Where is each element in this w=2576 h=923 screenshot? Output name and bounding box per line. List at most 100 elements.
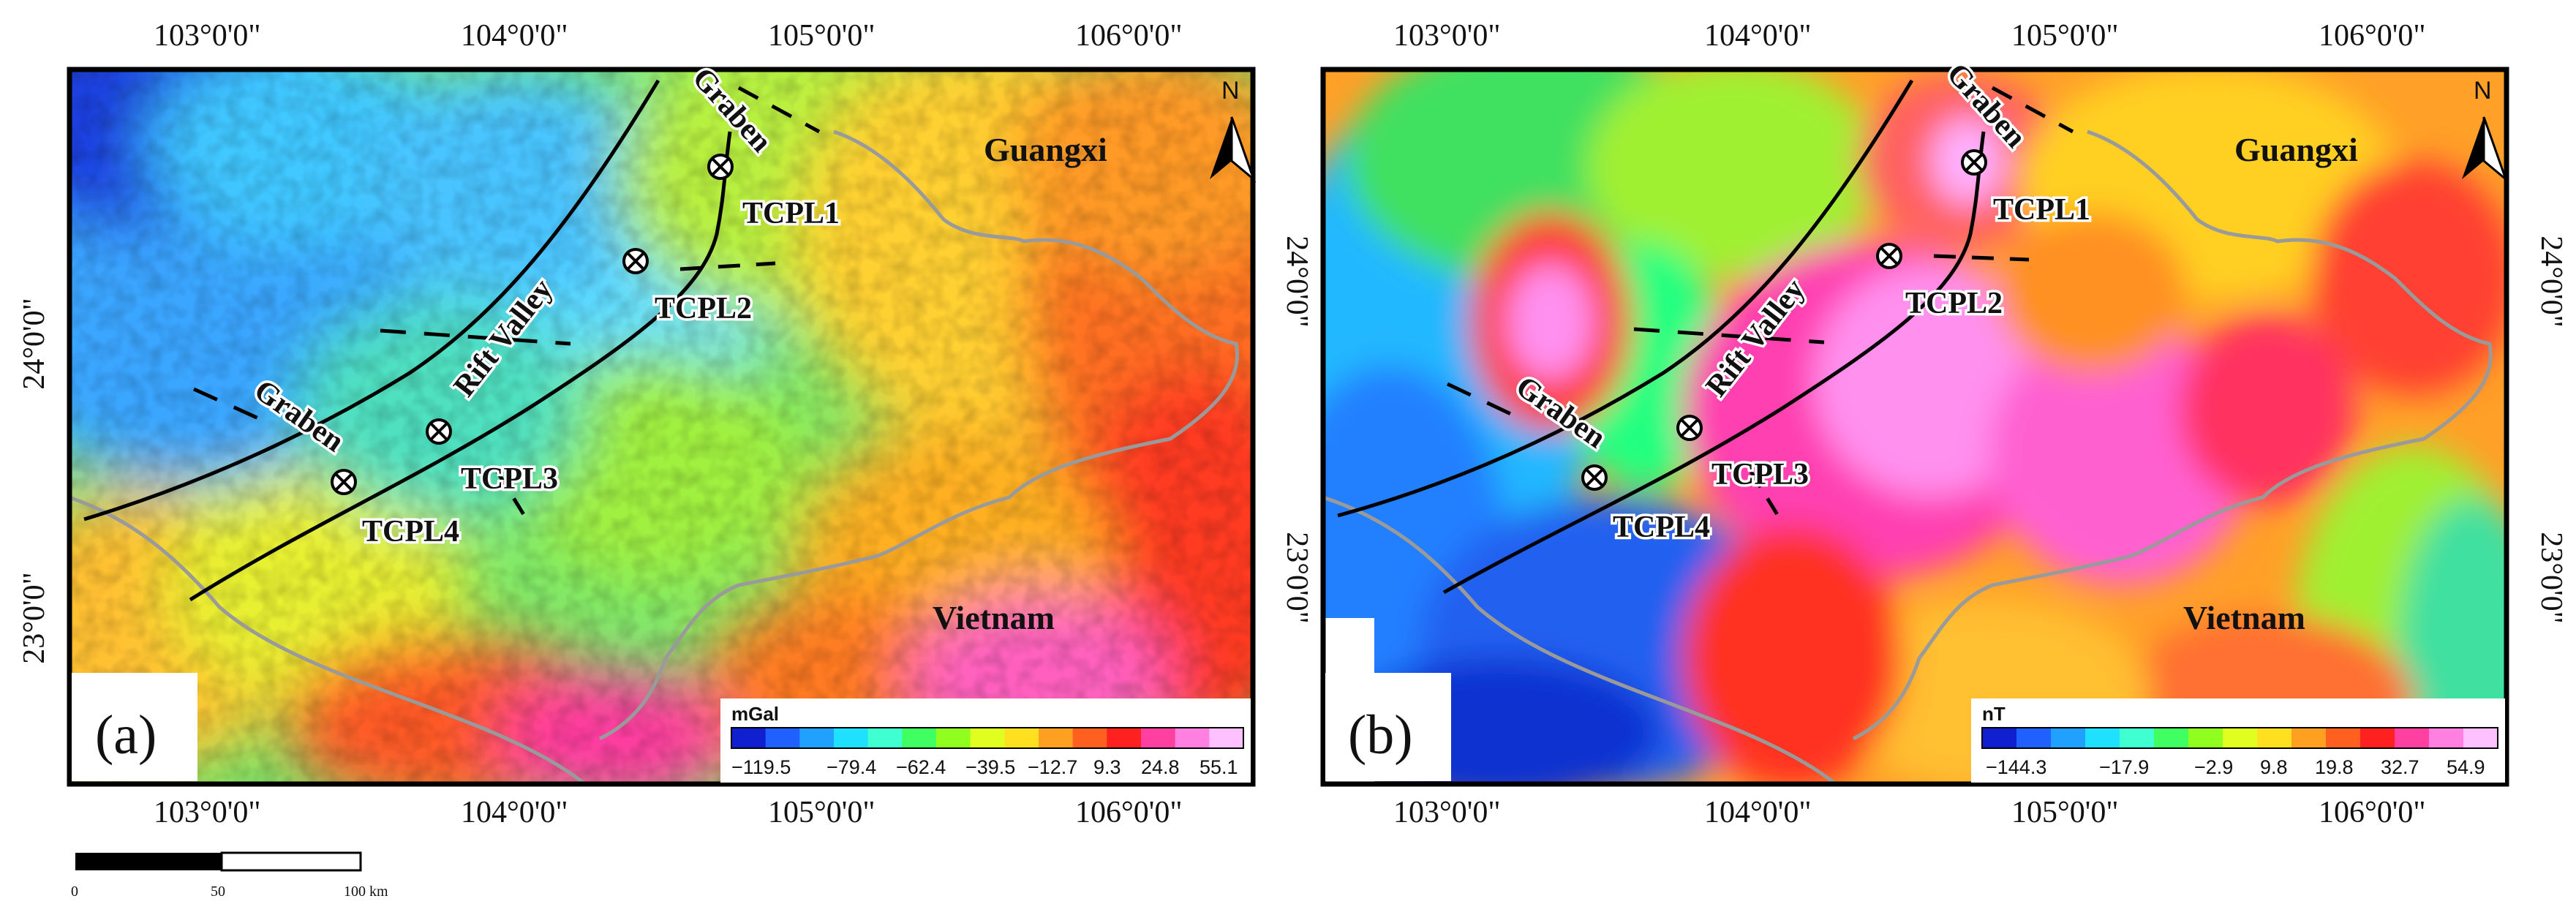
north-arrow-icon: N [2462, 77, 2509, 183]
station-tcpl3-marker [426, 418, 452, 445]
colorbar-swatch [2429, 728, 2464, 748]
colorbar-tick: 55.1 [1200, 756, 1238, 778]
panel-label: (a) [95, 704, 157, 766]
top-tick-label: 105°0'0" [768, 19, 875, 53]
colorbar-unit: nT [1982, 703, 2006, 725]
colorbar-swatch [1072, 728, 1107, 748]
right-tick-label: 24°0'0" [2534, 236, 2568, 328]
bottom-tick-label: 105°0'0" [2011, 796, 2119, 829]
colorbar-tick: −39.5 [965, 756, 1015, 778]
panel-label-box [72, 673, 197, 781]
colorbar-swatch [2154, 728, 2189, 748]
right-tick-label: 23°0'0" [1280, 532, 1314, 624]
station-tcpl1-marker [1961, 149, 1987, 176]
bottom-tick-label: 106°0'0" [1075, 796, 1183, 829]
colorbar-swatch [2016, 728, 2052, 748]
top-tick-label: 106°0'0" [1075, 19, 1183, 53]
scale-bar-label: 50 [211, 884, 225, 900]
colorbar-outline [1981, 727, 2498, 749]
station-tcpl2-label: TCPL2 [1905, 287, 2003, 320]
vietnam-label: Vietnam [2183, 599, 2305, 636]
colorbar-tick: −144.3 [1986, 756, 2046, 778]
svg-text:N: N [2474, 77, 2492, 105]
vietnam-label: Vietnam [933, 599, 1055, 636]
bottom-tick-label: 104°0'0" [461, 796, 568, 829]
bottom-tick-label: 105°0'0" [768, 796, 875, 829]
colorbar-swatch [1039, 728, 1074, 748]
station-tcpl4-label: TCPL4 [362, 515, 459, 549]
scale-bar-label: 100 km [344, 884, 388, 900]
colorbar-swatch [2223, 728, 2258, 748]
station-tcpl4-marker [331, 469, 357, 495]
colorbar-tick: 32.7 [2381, 756, 2419, 778]
colorbar-swatch [936, 728, 971, 748]
colorbar-tick: 54.9 [2447, 756, 2485, 778]
colorbar-swatch [1107, 728, 1142, 748]
colorbar-swatch [834, 728, 869, 748]
colorbar-tick: 19.8 [2315, 756, 2354, 778]
station-tcpl3-label: TCPL3 [461, 462, 558, 496]
colorbar-swatch [2257, 728, 2292, 748]
colorbar-swatch [765, 728, 800, 748]
bottom-tick-label: 103°0'0" [1393, 796, 1501, 829]
guangxi-label: Guangxi [984, 131, 1107, 168]
top-tick-label: 105°0'0" [2011, 19, 2119, 53]
colorbar-swatch [970, 728, 1005, 748]
colorbar-swatch [2326, 728, 2361, 748]
colorbar-swatch [902, 728, 937, 748]
colorbar-swatch [1175, 728, 1210, 748]
left-tick-label: 23°0'0" [18, 572, 51, 664]
top-tick-label: 104°0'0" [461, 19, 568, 53]
colorbar-a: mGal −119.5 −79.4 −62.4 −39.5 −12.7 9.3 … [720, 698, 1251, 783]
left-tick-label: 24°0'0" [18, 298, 51, 390]
panel-a: 103°0'0" 104°0'0" 105°0'0" 106°0'0" 103°… [18, 19, 1314, 829]
colorbar-unit: mGal [731, 703, 779, 725]
station-tcpl4-label: TCPL4 [1613, 511, 1710, 544]
colorbar-tick: 24.8 [1141, 756, 1180, 778]
colorbar-tick: 9.3 [1093, 756, 1121, 778]
top-tick-label: 104°0'0" [1704, 19, 1812, 53]
colorbar-swatch [2463, 728, 2498, 748]
panel-b: 103°0'0" 104°0'0" 105°0'0" 106°0'0" 103°… [1320, 19, 2568, 829]
panel-label-box [1325, 673, 1451, 781]
right-tick-label: 24°0'0" [1280, 236, 1314, 328]
colorbar-tick: −12.7 [1028, 756, 1077, 778]
gravity-anomaly-map [69, 69, 1253, 784]
colorbar-tick: −62.4 [896, 756, 946, 778]
colorbar-swatch [2395, 728, 2430, 748]
colorbar-swatch [731, 728, 767, 748]
station-markers [1581, 149, 1987, 491]
map-frame [67, 67, 1256, 787]
colorbar-tick: 9.8 [2260, 756, 2288, 778]
top-tick-label: 103°0'0" [1393, 19, 1501, 53]
colorbar-swatch [1004, 728, 1039, 748]
colorbar-tick: −17.9 [2099, 756, 2149, 778]
station-tcpl2-marker [1876, 243, 1902, 269]
map-frame [1320, 67, 2509, 787]
colorbar-b: nT −144.3 −17.9 −2.9 9.8 19.8 32.7 54.9 [1971, 698, 2505, 783]
station-markers [331, 154, 734, 495]
station-tcpl4-marker [1581, 464, 1608, 491]
colorbar-swatch [2360, 728, 2395, 748]
bottom-tick-label: 104°0'0" [1704, 796, 1812, 829]
top-tick-label: 103°0'0" [154, 19, 261, 53]
station-tcpl1-label: TCPL1 [742, 197, 840, 230]
bottom-tick-label: 106°0'0" [2319, 796, 2426, 829]
colorbar-swatches [1981, 727, 2498, 749]
colorbar-swatch [1141, 728, 1176, 748]
right-tick-label: 23°0'0" [2534, 532, 2568, 624]
bottom-tick-label: 103°0'0" [154, 796, 261, 829]
scale-bar-label: 0 [71, 884, 78, 900]
colorbar-swatch [2085, 728, 2120, 748]
station-tcpl3-label: TCPL3 [1711, 458, 1809, 491]
colorbar-tick: −79.4 [826, 756, 876, 778]
colorbar-swatch [2291, 728, 2327, 748]
colorbar-swatch [799, 728, 835, 748]
guangxi-label: Guangxi [2234, 131, 2358, 168]
colorbar-tick: −2.9 [2194, 756, 2233, 778]
colorbar-tick: −119.5 [731, 756, 791, 778]
station-tcpl3-marker [1676, 415, 1703, 441]
scale-bar: 0 50 100 km [71, 851, 388, 900]
colorbar-outline [731, 727, 1244, 749]
